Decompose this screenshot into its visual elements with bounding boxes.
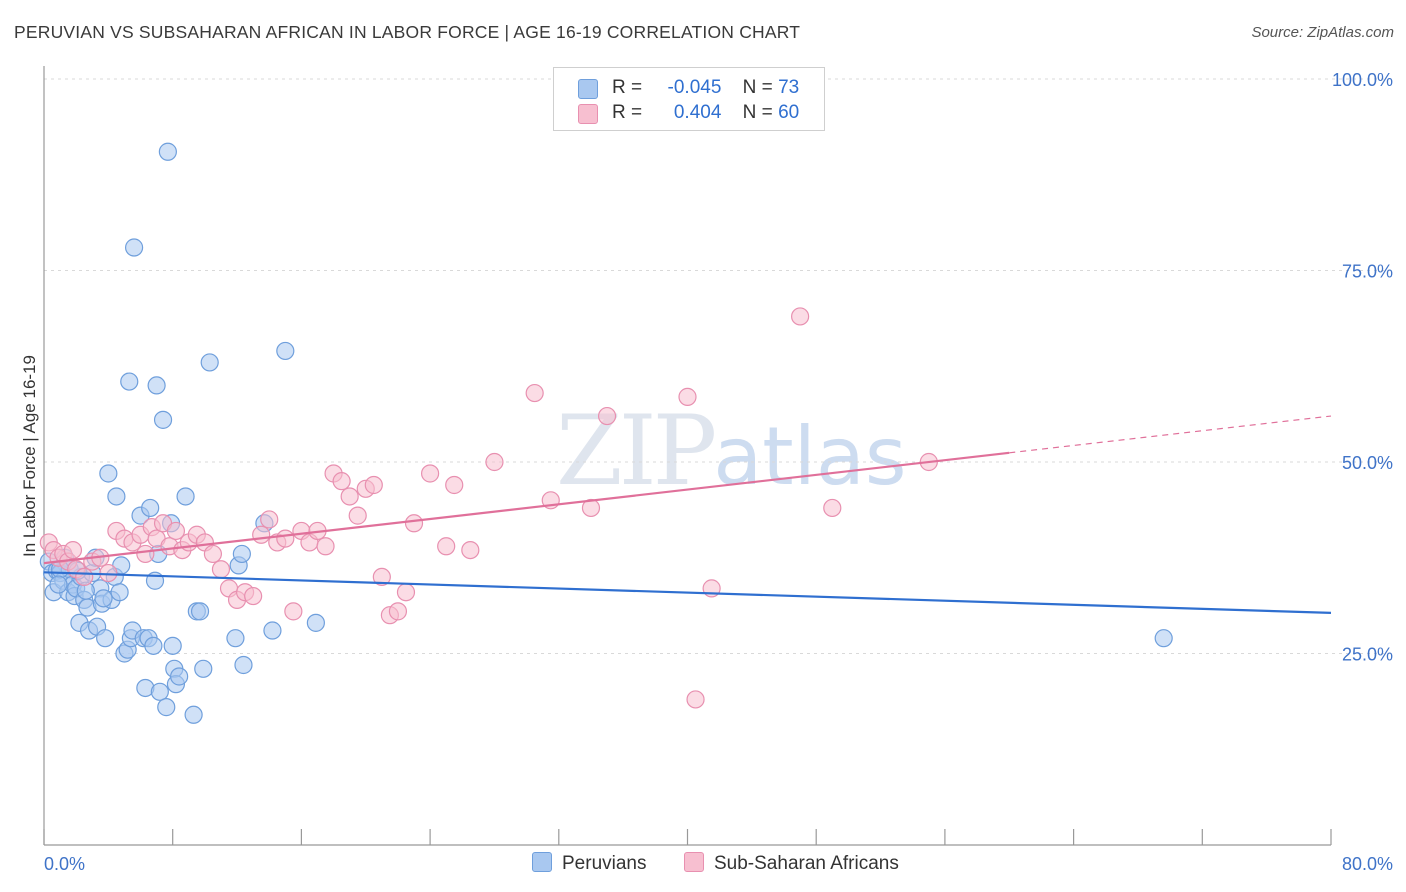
y-tick-label: 100.0% [1332, 70, 1393, 90]
y-tick-label: 25.0% [1342, 645, 1393, 665]
point-peruvians [158, 142, 177, 161]
point-peruvians [49, 575, 68, 594]
point-peruvians [107, 487, 126, 506]
point-peruvians [226, 629, 245, 648]
correlation-legend: R = -0.045 N = 73 R = 0.404 N = 60 [553, 67, 825, 131]
point-subsaharan [445, 475, 464, 495]
bottom-swatch-subsaharan [684, 852, 704, 872]
point-subsaharan [364, 475, 383, 495]
legend-swatch-peruvians [578, 79, 598, 99]
n-label: N = [742, 102, 773, 123]
point-peruvians [144, 636, 163, 655]
axes [43, 66, 1331, 846]
grid [43, 78, 1392, 845]
data-points [39, 142, 1173, 724]
bottom-legend-subsaharan: Sub-Saharan Africans [684, 852, 899, 875]
point-peruvians [147, 376, 166, 395]
point-peruvians [99, 464, 118, 483]
point-subsaharan [203, 544, 223, 564]
axis-labels: 25.0% 50.0% 75.0% 100.0% 0.0% 80.0% [44, 70, 1393, 874]
point-peruvians [276, 341, 295, 361]
trend-line-peruvians [43, 571, 1332, 615]
point-peruvians [141, 498, 160, 518]
point-subsaharan [404, 514, 424, 533]
point-peruvians [232, 544, 251, 564]
point-peruvians [306, 613, 325, 632]
source-label: Source: ZipAtlas.com [1251, 24, 1394, 41]
point-subsaharan [581, 498, 601, 518]
point-subsaharan [166, 521, 186, 541]
bottom-swatch-peruvians [532, 852, 552, 872]
point-peruvians [234, 655, 253, 675]
trend-line-subsaharan [43, 451, 1010, 565]
point-subsaharan [421, 464, 440, 483]
y-axis-label: In Labor Force | Age 16-19 [20, 355, 39, 557]
bottom-legend-label-subsaharan: Sub-Saharan Africans [714, 853, 899, 874]
point-subsaharan [284, 602, 303, 621]
x-tick-label: 0.0% [44, 854, 85, 874]
point-subsaharan [437, 537, 456, 556]
point-subsaharan [525, 383, 544, 403]
point-subsaharan [372, 567, 391, 587]
bottom-legend-peruvians: Peruvians [532, 852, 647, 875]
point-subsaharan [348, 506, 367, 525]
point-subsaharan [340, 487, 359, 506]
point-subsaharan [485, 452, 504, 472]
r-label: R = [612, 102, 643, 123]
point-subsaharan [276, 529, 295, 548]
legend-text-peruvians: R = -0.045 N = 73 [612, 77, 799, 99]
point-peruvians [1154, 629, 1173, 648]
watermark-atlas: atlas [713, 410, 907, 503]
point-subsaharan [388, 602, 408, 621]
point-subsaharan [136, 544, 155, 564]
point-peruvians [96, 629, 115, 648]
x-tick-label: 80.0% [1342, 854, 1393, 874]
point-peruvians [263, 621, 282, 640]
r-value-subsaharan: 0.404 [673, 102, 722, 123]
n-value-subsaharan: 60 [778, 102, 800, 123]
point-subsaharan [316, 537, 335, 556]
point-peruvians [184, 705, 203, 724]
point-peruvians [163, 636, 182, 655]
point-subsaharan [678, 387, 697, 406]
point-peruvians [124, 238, 144, 257]
n-value-peruvians: 73 [778, 77, 800, 98]
point-subsaharan [260, 510, 279, 529]
point-subsaharan [252, 525, 271, 544]
legend-swatch-subsaharan [578, 104, 598, 124]
point-peruvians [153, 410, 173, 429]
point-peruvians [94, 589, 113, 608]
r-value-peruvians: -0.045 [667, 77, 722, 98]
point-subsaharan [332, 472, 351, 491]
point-peruvians [150, 682, 169, 701]
point-subsaharan [396, 583, 416, 602]
point-peruvians [170, 667, 189, 686]
point-subsaharan [597, 406, 617, 426]
trend-line-subsaharan-extension [1009, 415, 1332, 454]
point-peruvians [190, 602, 210, 621]
point-subsaharan [244, 586, 263, 606]
trend-lines [43, 415, 1332, 615]
point-subsaharan [461, 540, 480, 560]
n-label: N = [742, 77, 773, 98]
point-subsaharan [823, 498, 842, 518]
point-subsaharan [791, 307, 810, 326]
y-tick-label: 50.0% [1342, 453, 1393, 473]
bottom-legend-label-peruvians: Peruvians [562, 853, 647, 874]
point-peruvians [110, 583, 129, 602]
legend-text-subsaharan: R = 0.404 N = 60 [612, 102, 799, 124]
r-label: R = [612, 77, 643, 98]
point-subsaharan [686, 690, 705, 709]
point-peruvians [194, 659, 213, 678]
point-peruvians [200, 353, 219, 372]
point-peruvians [176, 487, 195, 506]
point-peruvians [157, 698, 176, 717]
chart-title: PERUVIAN VS SUBSAHARAN AFRICAN IN LABOR … [14, 22, 801, 42]
point-subsaharan [63, 540, 83, 560]
point-peruvians [120, 372, 139, 391]
point-subsaharan [211, 560, 231, 579]
point-subsaharan [75, 567, 94, 587]
y-tick-label: 75.0% [1342, 262, 1393, 282]
